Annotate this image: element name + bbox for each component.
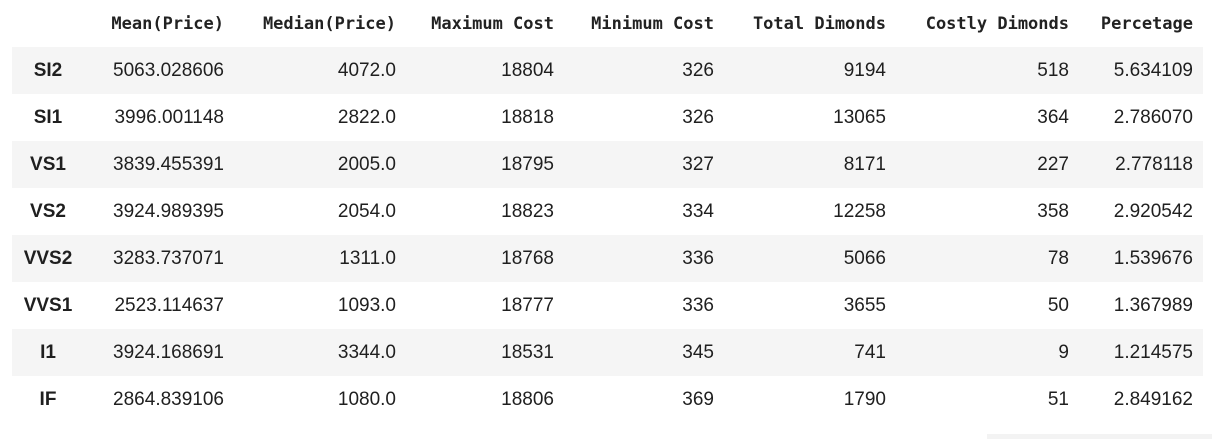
table-row: SI2 5063.028606 4072.0 18804 326 9194 51… <box>12 47 1203 94</box>
row-index-label: VVS1 <box>23 294 73 316</box>
table-cell: 18531 <box>501 341 554 363</box>
table-cell: 326 <box>682 106 714 128</box>
table-row: I1 3924.168691 3344.0 18531 345 741 9 1.… <box>12 329 1203 376</box>
table-cell: 3996.001148 <box>114 106 224 128</box>
column-header-median-price: Median(Price) <box>262 13 396 34</box>
table-cell: 18823 <box>501 200 554 222</box>
row-index-label: SI1 <box>33 106 63 128</box>
table-cell: 13065 <box>833 106 886 128</box>
table-cell: 1790 <box>843 388 886 410</box>
table-cell: 3924.168691 <box>113 341 224 363</box>
table-cell: 3924.989395 <box>113 200 224 222</box>
table-cell: 18777 <box>501 294 554 316</box>
table-row: SI1 3996.001148 2822.0 18818 326 13065 3… <box>12 94 1203 141</box>
dataframe-table: Mean(Price) Median(Price) Maximum Cost M… <box>12 0 1203 423</box>
horizontal-scrollbar[interactable] <box>987 434 1212 439</box>
table-cell: 518 <box>1037 59 1069 81</box>
table-cell: 4072.0 <box>337 59 396 81</box>
column-header-mean-price: Mean(Price) <box>111 13 224 34</box>
table-cell: 336 <box>682 247 714 269</box>
table-cell: 327 <box>682 153 714 175</box>
table-cell: 1.539676 <box>1113 247 1193 269</box>
table-cell: 3283.737071 <box>113 247 224 269</box>
table-cell: 1.214575 <box>1113 341 1193 363</box>
table-cell: 1.367989 <box>1113 294 1193 316</box>
table-cell: 9194 <box>843 59 886 81</box>
table-cell: 2054.0 <box>337 200 396 222</box>
row-index-label: SI2 <box>33 59 63 81</box>
table-cell: 18818 <box>501 106 554 128</box>
table-cell: 326 <box>682 59 714 81</box>
table-cell: 3344.0 <box>337 341 396 363</box>
dataframe-table-container: Mean(Price) Median(Price) Maximum Cost M… <box>12 0 1203 423</box>
table-cell: 227 <box>1037 153 1069 175</box>
column-header-costly-dimonds: Costly Dimonds <box>925 13 1069 34</box>
table-cell: 2005.0 <box>337 153 396 175</box>
table-cell: 1093.0 <box>337 294 396 316</box>
table-cell: 1311.0 <box>339 247 396 269</box>
row-index-label: VVS2 <box>23 247 73 269</box>
table-row: VS1 3839.455391 2005.0 18795 327 8171 22… <box>12 141 1203 188</box>
table-cell: 364 <box>1037 106 1069 128</box>
header-row: Mean(Price) Median(Price) Maximum Cost M… <box>12 0 1203 47</box>
table-row: VVS2 3283.737071 1311.0 18768 336 5066 7… <box>12 235 1203 282</box>
table-cell: 9 <box>1058 341 1069 363</box>
table-cell: 5063.028606 <box>113 59 224 81</box>
table-cell: 50 <box>1047 294 1069 316</box>
table-cell: 2.920542 <box>1113 200 1193 222</box>
table-cell: 5066 <box>843 247 886 269</box>
column-header-maximum-cost: Maximum Cost <box>431 13 554 34</box>
row-index-label: IF <box>39 388 57 410</box>
table-cell: 18804 <box>501 59 554 81</box>
table-cell: 18795 <box>501 153 554 175</box>
table-cell: 2864.839106 <box>113 388 224 410</box>
table-cell: 3655 <box>843 294 886 316</box>
table-cell: 12258 <box>833 200 886 222</box>
table-cell: 345 <box>682 341 714 363</box>
table-cell: 1080.0 <box>337 388 396 410</box>
table-cell: 2.786070 <box>1113 106 1193 128</box>
table-row: IF 2864.839106 1080.0 18806 369 1790 51 … <box>12 376 1203 423</box>
table-cell: 18768 <box>501 247 554 269</box>
table-cell: 741 <box>854 341 886 363</box>
table-cell: 369 <box>682 388 714 410</box>
table-cell: 2.778118 <box>1115 153 1193 175</box>
table-cell: 2.849162 <box>1113 388 1193 410</box>
column-header-percetage: Percetage <box>1100 13 1193 34</box>
table-cell: 18806 <box>501 388 554 410</box>
table-cell: 8171 <box>843 153 886 175</box>
row-index-label: VS1 <box>30 153 66 175</box>
table-cell: 2822.0 <box>337 106 396 128</box>
table-cell: 51 <box>1047 388 1069 410</box>
row-index-label: I1 <box>40 341 56 363</box>
table-cell: 5.634109 <box>1113 59 1193 81</box>
table-row: VS2 3924.989395 2054.0 18823 334 12258 3… <box>12 188 1203 235</box>
table-cell: 2523.114637 <box>114 294 224 316</box>
table-cell: 336 <box>682 294 714 316</box>
column-header-minimum-cost: Minimum Cost <box>591 13 714 34</box>
index-header <box>12 0 84 47</box>
table-row: VVS1 2523.114637 1093.0 18777 336 3655 5… <box>12 282 1203 329</box>
table-cell: 334 <box>682 200 714 222</box>
table-cell: 358 <box>1037 200 1069 222</box>
row-index-label: VS2 <box>30 200 66 222</box>
table-cell: 3839.455391 <box>113 153 224 175</box>
table-cell: 78 <box>1047 247 1069 269</box>
column-header-total-dimonds: Total Dimonds <box>752 13 886 34</box>
